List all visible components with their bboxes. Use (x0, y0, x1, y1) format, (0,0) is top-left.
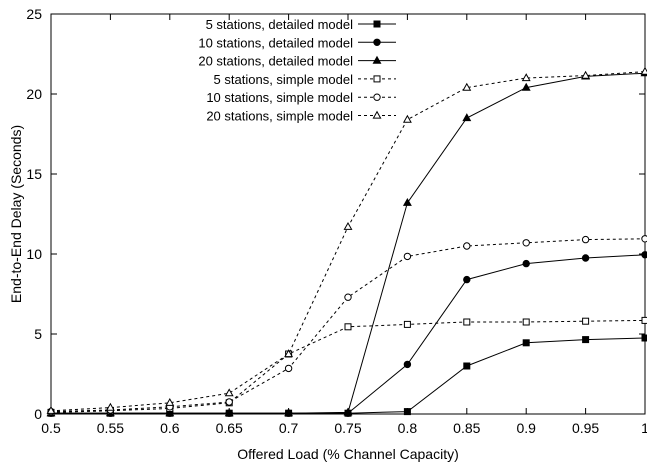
data-point (641, 235, 647, 243)
series-6 (46, 66, 647, 414)
legend-label: 20 stations, simple model (206, 109, 353, 124)
data-point (581, 254, 590, 262)
x-tick-label: 1 (641, 420, 647, 436)
data-point (582, 336, 590, 344)
y-tick-label: 20 (26, 86, 42, 102)
legend-entry: 5 stations, detailed model (206, 17, 396, 32)
x-tick-label: 0.7 (279, 420, 299, 436)
y-axis-label: End-to-End Delay (Seconds) (8, 125, 24, 303)
data-point (641, 334, 647, 342)
legend-label: 5 stations, detailed model (206, 17, 354, 32)
data-point (522, 318, 530, 326)
x-axis-label: Offered Load (% Channel Capacity) (237, 446, 459, 462)
y-tick-label: 25 (26, 6, 42, 22)
data-point (343, 407, 353, 416)
data-point (462, 82, 472, 91)
legend-entry: 20 stations, simple model (206, 109, 396, 124)
y-tick-label: 0 (34, 406, 42, 422)
series-line (51, 254, 646, 414)
x-tick-label: 0.85 (453, 420, 480, 436)
data-point (641, 316, 647, 324)
legend-swatch-marker (373, 38, 381, 46)
data-point (403, 408, 411, 416)
data-point (640, 66, 647, 75)
data-point (343, 221, 353, 230)
y-tick-label: 5 (34, 326, 42, 342)
data-point (402, 197, 412, 206)
data-point (462, 113, 472, 122)
legend-swatch-marker (372, 55, 382, 64)
x-tick-label: 0.75 (334, 420, 361, 436)
y-tick-label: 10 (26, 246, 42, 262)
axis-ticks: 0.5 0.55 0.6 0.65 0.7 0.75 0.8 0.85 0.9 0.95 10510… (26, 6, 647, 436)
legend-label: 10 stations, detailed model (198, 35, 353, 50)
series-2 (47, 251, 647, 417)
data-point (641, 251, 647, 259)
legend-entry: 10 stations, detailed model (198, 35, 396, 50)
legend-label: 10 stations, simple model (206, 90, 353, 105)
data-point (463, 275, 471, 284)
series-line (50, 319, 646, 413)
data-point (165, 397, 175, 406)
series-line (51, 337, 646, 414)
data-point (522, 239, 530, 247)
legend-entry: 5 stations, simple model (214, 72, 396, 87)
data-point (463, 242, 471, 250)
x-tick-label: 0.95 (572, 420, 599, 436)
data-point (463, 318, 471, 326)
data-point (224, 388, 234, 397)
x-tick-label: 0.8 (398, 420, 418, 436)
data-point (224, 408, 234, 417)
legend-swatch-marker (373, 75, 381, 83)
data-point (403, 360, 412, 369)
data-point (581, 235, 590, 244)
legend-swatch-marker (372, 110, 382, 119)
x-tick-label: 0.5 (41, 420, 61, 436)
data-point (402, 114, 412, 123)
data-point (344, 323, 352, 331)
series-1 (47, 334, 647, 417)
data-point (284, 408, 294, 417)
data-point (344, 293, 352, 301)
data-point (522, 339, 530, 347)
legend-label: 5 stations, simple model (214, 72, 354, 87)
x-tick-label: 0.65 (216, 420, 243, 436)
legend-entry: 20 stations, detailed model (198, 54, 396, 69)
data-point (581, 70, 591, 79)
legend-entry: 10 stations, simple model (206, 90, 396, 105)
data-point (46, 405, 56, 414)
data-point (582, 317, 590, 325)
data-point (521, 82, 531, 91)
y-tick-label: 15 (26, 166, 42, 182)
x-tick-label: 0.55 (97, 420, 124, 436)
series-layer (46, 66, 647, 417)
data-point (403, 320, 411, 328)
data-point (284, 349, 294, 358)
data-point (225, 398, 233, 406)
data-point (463, 362, 471, 370)
data-point (105, 402, 115, 411)
series-line (51, 72, 646, 414)
x-tick-label: 0.9 (516, 420, 536, 436)
data-point (521, 73, 531, 82)
x-tick-label: 0.6 (160, 420, 180, 436)
legend: 5 stations, detailed model 10 stations, d… (198, 17, 396, 124)
series-4 (47, 316, 647, 416)
data-point (284, 364, 293, 373)
legend-label: 20 stations, detailed model (198, 54, 353, 69)
data-point (403, 252, 412, 261)
legend-swatch-marker (373, 93, 381, 101)
data-point (522, 259, 530, 268)
data-point (165, 408, 175, 417)
legend-swatch-marker (373, 20, 381, 28)
